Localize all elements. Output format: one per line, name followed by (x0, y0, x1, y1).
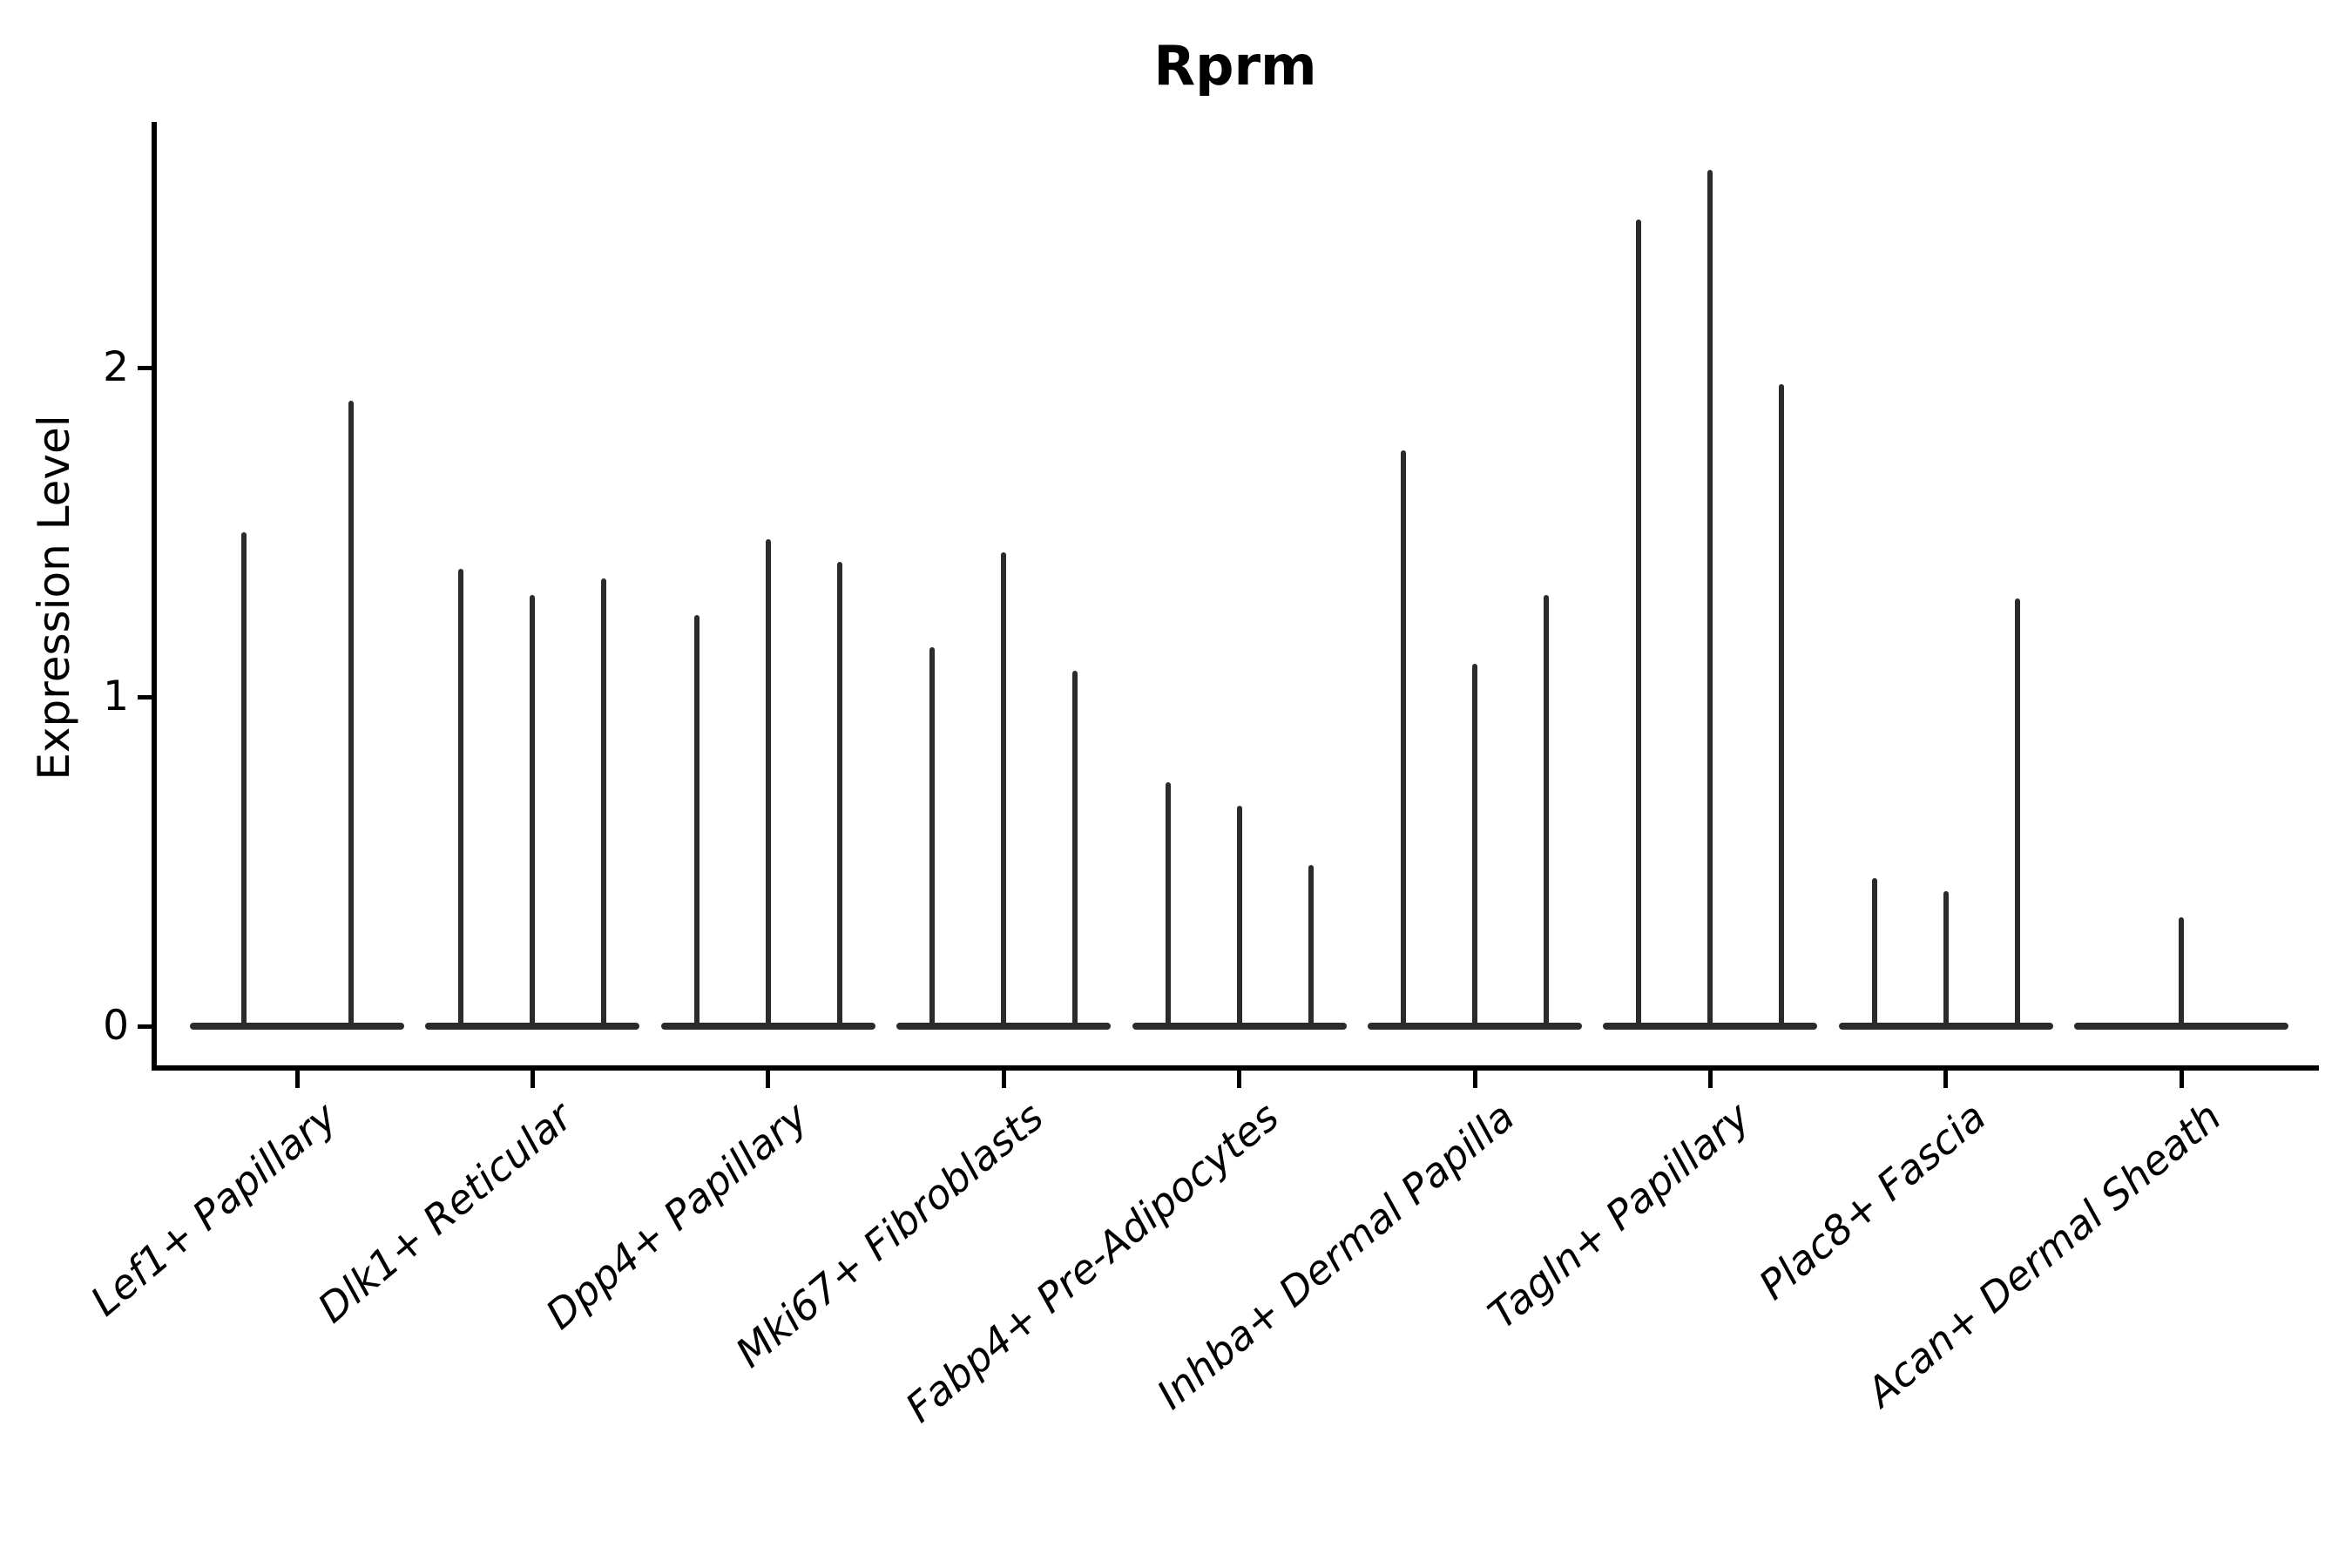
x-tick-label: Plac8+ Fascia (1749, 1092, 1995, 1309)
chart-title: Rprm (1153, 34, 1317, 98)
violin-spike (836, 562, 842, 1029)
violin-spike (2179, 917, 2185, 1029)
y-tick-label: 1 (103, 672, 129, 720)
violin-spike (2014, 598, 2020, 1029)
y-axis-tick (138, 365, 152, 370)
violin-spike (1072, 670, 1078, 1029)
violin-spike (1308, 864, 1314, 1029)
y-tick-label: 0 (103, 1002, 129, 1050)
violin-spike (1943, 891, 1949, 1029)
violin-spike (601, 578, 607, 1029)
violin-spike (1001, 551, 1007, 1029)
x-axis-tick (766, 1071, 771, 1088)
x-axis-tick (2179, 1071, 2184, 1088)
violin-spike (1472, 664, 1477, 1029)
x-axis-tick (1707, 1071, 1713, 1088)
y-axis-label: Expression Level (29, 415, 79, 781)
x-axis-spine (152, 1065, 2319, 1071)
violin-spike (530, 594, 536, 1029)
violin-spike (348, 400, 354, 1029)
violin-spike (1236, 805, 1242, 1029)
x-axis-tick (294, 1071, 300, 1088)
violin-spike (1544, 594, 1549, 1029)
violin-spike (1779, 383, 1785, 1029)
y-axis-tick (138, 694, 152, 700)
x-axis-tick (1001, 1071, 1006, 1088)
x-tick-label: Fabp4+ Pre-Adipocytes (896, 1092, 1288, 1432)
x-axis-tick (1943, 1071, 1949, 1088)
violin-spike (1401, 449, 1406, 1029)
violin-spike (1636, 219, 1642, 1029)
violin-spike (1871, 877, 1877, 1029)
x-tick-label: Lef1+ Papillary (81, 1092, 346, 1326)
violin-spike (1165, 782, 1171, 1029)
x-tick-label: Dlk1+ Reticular (308, 1092, 581, 1332)
x-axis-tick (1472, 1071, 1477, 1088)
y-axis-spine (152, 122, 157, 1071)
y-tick-label: 2 (103, 343, 129, 391)
x-tick-label: Tagln+ Papillary (1478, 1092, 1759, 1338)
violin-spike (458, 568, 464, 1029)
violin-spike (929, 647, 936, 1029)
violin-baseline (190, 1023, 404, 1030)
violin-spike (240, 532, 247, 1029)
violin-spike (693, 614, 700, 1029)
y-axis-tick (138, 1024, 152, 1029)
x-axis-tick (1237, 1071, 1242, 1088)
violin-spike (765, 538, 771, 1029)
x-axis-tick (530, 1071, 535, 1088)
violin-spike (1707, 170, 1713, 1029)
